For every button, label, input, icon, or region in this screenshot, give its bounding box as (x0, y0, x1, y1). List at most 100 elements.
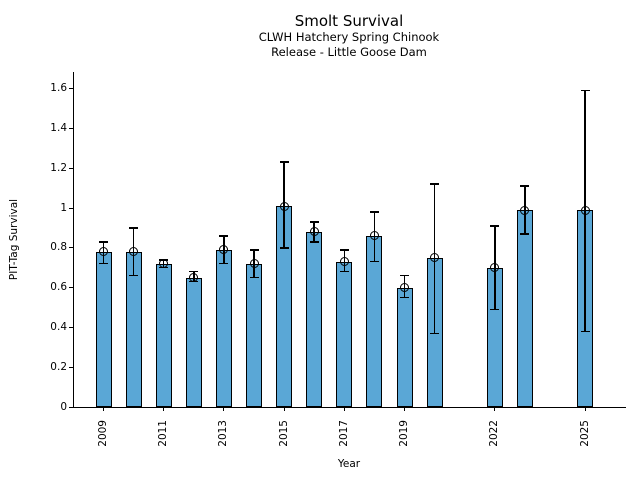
data-point-marker (99, 247, 108, 257)
data-point-marker (339, 257, 349, 267)
bar-2011 (155, 263, 172, 407)
x-tick-label-text: 2011 (157, 420, 170, 447)
chart-subtitle-line2: Release - Little Goose Dam (271, 45, 427, 59)
data-point-marker (309, 227, 319, 237)
y-tick-label: 0.8 (50, 241, 67, 254)
error-cap-low (580, 330, 590, 333)
x-tick-label: 2017 (338, 414, 365, 447)
error-cap-high (219, 235, 229, 237)
y-tick-label: 1.2 (50, 161, 67, 174)
data-point-marker (189, 273, 199, 283)
data-point-marker (249, 259, 259, 269)
data-point-marker (219, 245, 229, 255)
bar-2019 (396, 287, 413, 407)
y-tick (69, 287, 73, 289)
error-cap-low (400, 296, 409, 299)
bar-2017 (336, 261, 353, 407)
error-cap-high (189, 270, 199, 273)
error-cap-high (279, 161, 289, 163)
x-tick-label-text: 2025 (578, 420, 591, 447)
data-point-marker (490, 263, 500, 273)
y-tick-label: 1 (60, 201, 67, 214)
y-tick (69, 406, 73, 408)
error-cap-high (369, 211, 379, 213)
error-cap-high (580, 89, 590, 92)
x-tick-label: 2019 (398, 414, 425, 447)
data-point-marker (430, 253, 440, 263)
y-tick-label: 0 (60, 400, 67, 413)
bar-2013 (215, 249, 232, 407)
x-tick (163, 407, 165, 411)
error-cap-high (309, 221, 319, 223)
x-tick-label-text: 2013 (217, 420, 230, 447)
bar-2012 (185, 277, 202, 407)
error-cap-high (339, 249, 349, 251)
error-cap-high (430, 183, 440, 185)
data-point-marker (400, 283, 409, 293)
error-cap-low (99, 262, 108, 265)
error-cap-low (520, 233, 530, 235)
chart-title: Smolt Survival (294, 12, 404, 30)
x-tick-label-text: 2015 (277, 420, 290, 447)
data-point-marker (520, 205, 530, 215)
error-cap-high (129, 227, 139, 229)
error-cap-high (490, 225, 500, 227)
x-tick (283, 407, 285, 411)
y-tick (69, 88, 73, 90)
x-tick (404, 407, 405, 411)
x-tick (223, 407, 225, 411)
y-tick (69, 127, 73, 129)
error-cap-low (430, 332, 440, 335)
data-point-marker (369, 231, 379, 241)
error-cap-high (249, 249, 259, 251)
bar-2009 (95, 251, 112, 407)
y-tick-label: 0.6 (50, 281, 67, 294)
y-tick-label: 0.2 (50, 360, 67, 373)
y-tick-label: 1.4 (50, 121, 67, 134)
x-tick-label: 2009 (97, 414, 124, 447)
error-cap-low (219, 262, 229, 265)
y-tick-label: 0.4 (50, 320, 67, 333)
data-point-marker (129, 247, 139, 257)
x-tick (584, 407, 586, 411)
x-axis-label: Year (337, 458, 361, 470)
bar-2014 (246, 263, 262, 407)
x-tick-label: 2015 (278, 414, 305, 447)
plot-area: 0 0.2 0.4 0.6 0.8 1 1.2 1.4 1.6 2009 2011 2013 2015 2… (50, 72, 626, 447)
data-point-marker (279, 201, 289, 211)
error-cap-low (129, 274, 139, 277)
x-tick-label-text: 2022 (488, 420, 501, 447)
error-cap-low (490, 308, 500, 311)
y-tick (69, 366, 73, 368)
x-tick (343, 407, 345, 411)
data-point-marker (159, 259, 169, 269)
y-tick (69, 167, 73, 169)
x-tick-label-text: 2009 (97, 420, 109, 447)
y-tick (69, 326, 73, 328)
error-cap-low (369, 260, 379, 263)
y-axis-label: PIT-Tag Survival (8, 198, 20, 281)
x-tick-label: 2013 (217, 414, 244, 447)
x-tick (494, 407, 496, 411)
error-cap-low (279, 247, 289, 249)
x-tick (103, 407, 104, 411)
data-point-marker (580, 205, 590, 215)
y-tick (69, 207, 73, 209)
bar-2023 (516, 210, 533, 407)
x-tick-label: 2022 (488, 414, 515, 447)
x-tick-label-text: 2017 (337, 420, 350, 447)
error-cap-low (339, 270, 349, 273)
y-tick-label: 1.6 (50, 82, 67, 95)
x-tick-label: 2011 (157, 414, 184, 447)
x-tick-label-text: 2019 (398, 420, 410, 447)
error-cap-high (99, 241, 108, 243)
bar-2016 (306, 231, 323, 407)
error-cap-high (520, 185, 530, 187)
y-tick (69, 247, 73, 249)
error-cap-high (400, 274, 409, 277)
error-cap-low (249, 276, 259, 279)
error-cap-low (309, 241, 319, 243)
chart-subtitle-line1: CLWH Hatchery Spring Chinook (258, 30, 440, 44)
x-tick-label: 2025 (579, 414, 606, 447)
